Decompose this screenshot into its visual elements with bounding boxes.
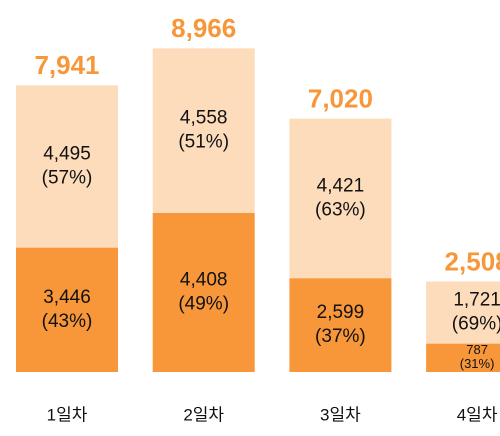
- bar-segment: [16, 247, 118, 372]
- value-label: 1,721: [453, 290, 500, 311]
- total-label: 7,020: [308, 83, 373, 113]
- bar-segment: [16, 85, 118, 248]
- x-tick-label: 2일차: [183, 405, 224, 424]
- bar-segment: [152, 48, 255, 213]
- bar-segment: [426, 281, 500, 344]
- bar-segment: [289, 278, 392, 372]
- x-tick-label: 1일차: [47, 405, 88, 424]
- value-label: 4,558: [180, 108, 228, 129]
- value-label: 4,408: [180, 269, 228, 290]
- total-label: 2,508: [445, 246, 500, 276]
- x-tick-label: 4일차: [457, 405, 498, 424]
- value-label: 3,446: [43, 287, 91, 308]
- percent-label: (63%): [315, 199, 366, 220]
- percent-label: (51%): [178, 132, 229, 153]
- value-label: 2,599: [317, 302, 365, 323]
- value-label: 4,495: [43, 143, 91, 164]
- percent-label: (49%): [178, 293, 229, 314]
- value-label: 4,421: [317, 175, 365, 196]
- bar-segment: [152, 212, 255, 372]
- value-label: 787: [466, 342, 488, 357]
- percent-label: (37%): [315, 326, 366, 347]
- bar-segment: [426, 343, 500, 372]
- bar-segment: [289, 118, 392, 279]
- total-label: 8,966: [171, 13, 236, 43]
- percent-label: (69%): [452, 314, 500, 335]
- x-tick-label: 3일차: [320, 405, 361, 424]
- percent-label: (43%): [42, 311, 93, 332]
- percent-label: (31%): [460, 356, 495, 371]
- total-label: 7,941: [34, 50, 99, 80]
- percent-label: (57%): [42, 167, 93, 188]
